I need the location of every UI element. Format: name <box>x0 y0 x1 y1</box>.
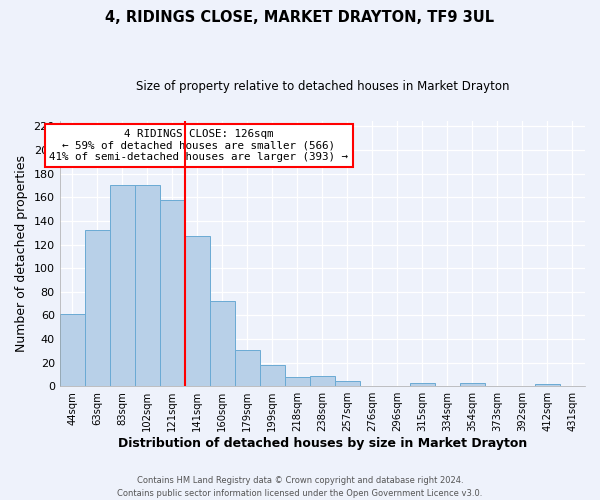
Bar <box>59 314 85 386</box>
Bar <box>85 230 110 386</box>
X-axis label: Distribution of detached houses by size in Market Drayton: Distribution of detached houses by size … <box>118 437 527 450</box>
Bar <box>110 186 135 386</box>
Bar <box>460 382 485 386</box>
Y-axis label: Number of detached properties: Number of detached properties <box>15 155 28 352</box>
Text: 4, RIDINGS CLOSE, MARKET DRAYTON, TF9 3UL: 4, RIDINGS CLOSE, MARKET DRAYTON, TF9 3U… <box>106 10 494 25</box>
Bar <box>335 382 360 386</box>
Bar <box>285 377 310 386</box>
Bar <box>410 382 435 386</box>
Bar <box>135 186 160 386</box>
Bar <box>160 200 185 386</box>
Bar <box>185 236 210 386</box>
Text: 4 RIDINGS CLOSE: 126sqm
← 59% of detached houses are smaller (566)
41% of semi-d: 4 RIDINGS CLOSE: 126sqm ← 59% of detache… <box>49 128 349 162</box>
Bar <box>535 384 560 386</box>
Bar <box>310 376 335 386</box>
Bar <box>260 365 285 386</box>
Bar <box>210 301 235 386</box>
Title: Size of property relative to detached houses in Market Drayton: Size of property relative to detached ho… <box>136 80 509 93</box>
Bar <box>235 350 260 386</box>
Text: Contains HM Land Registry data © Crown copyright and database right 2024.
Contai: Contains HM Land Registry data © Crown c… <box>118 476 482 498</box>
